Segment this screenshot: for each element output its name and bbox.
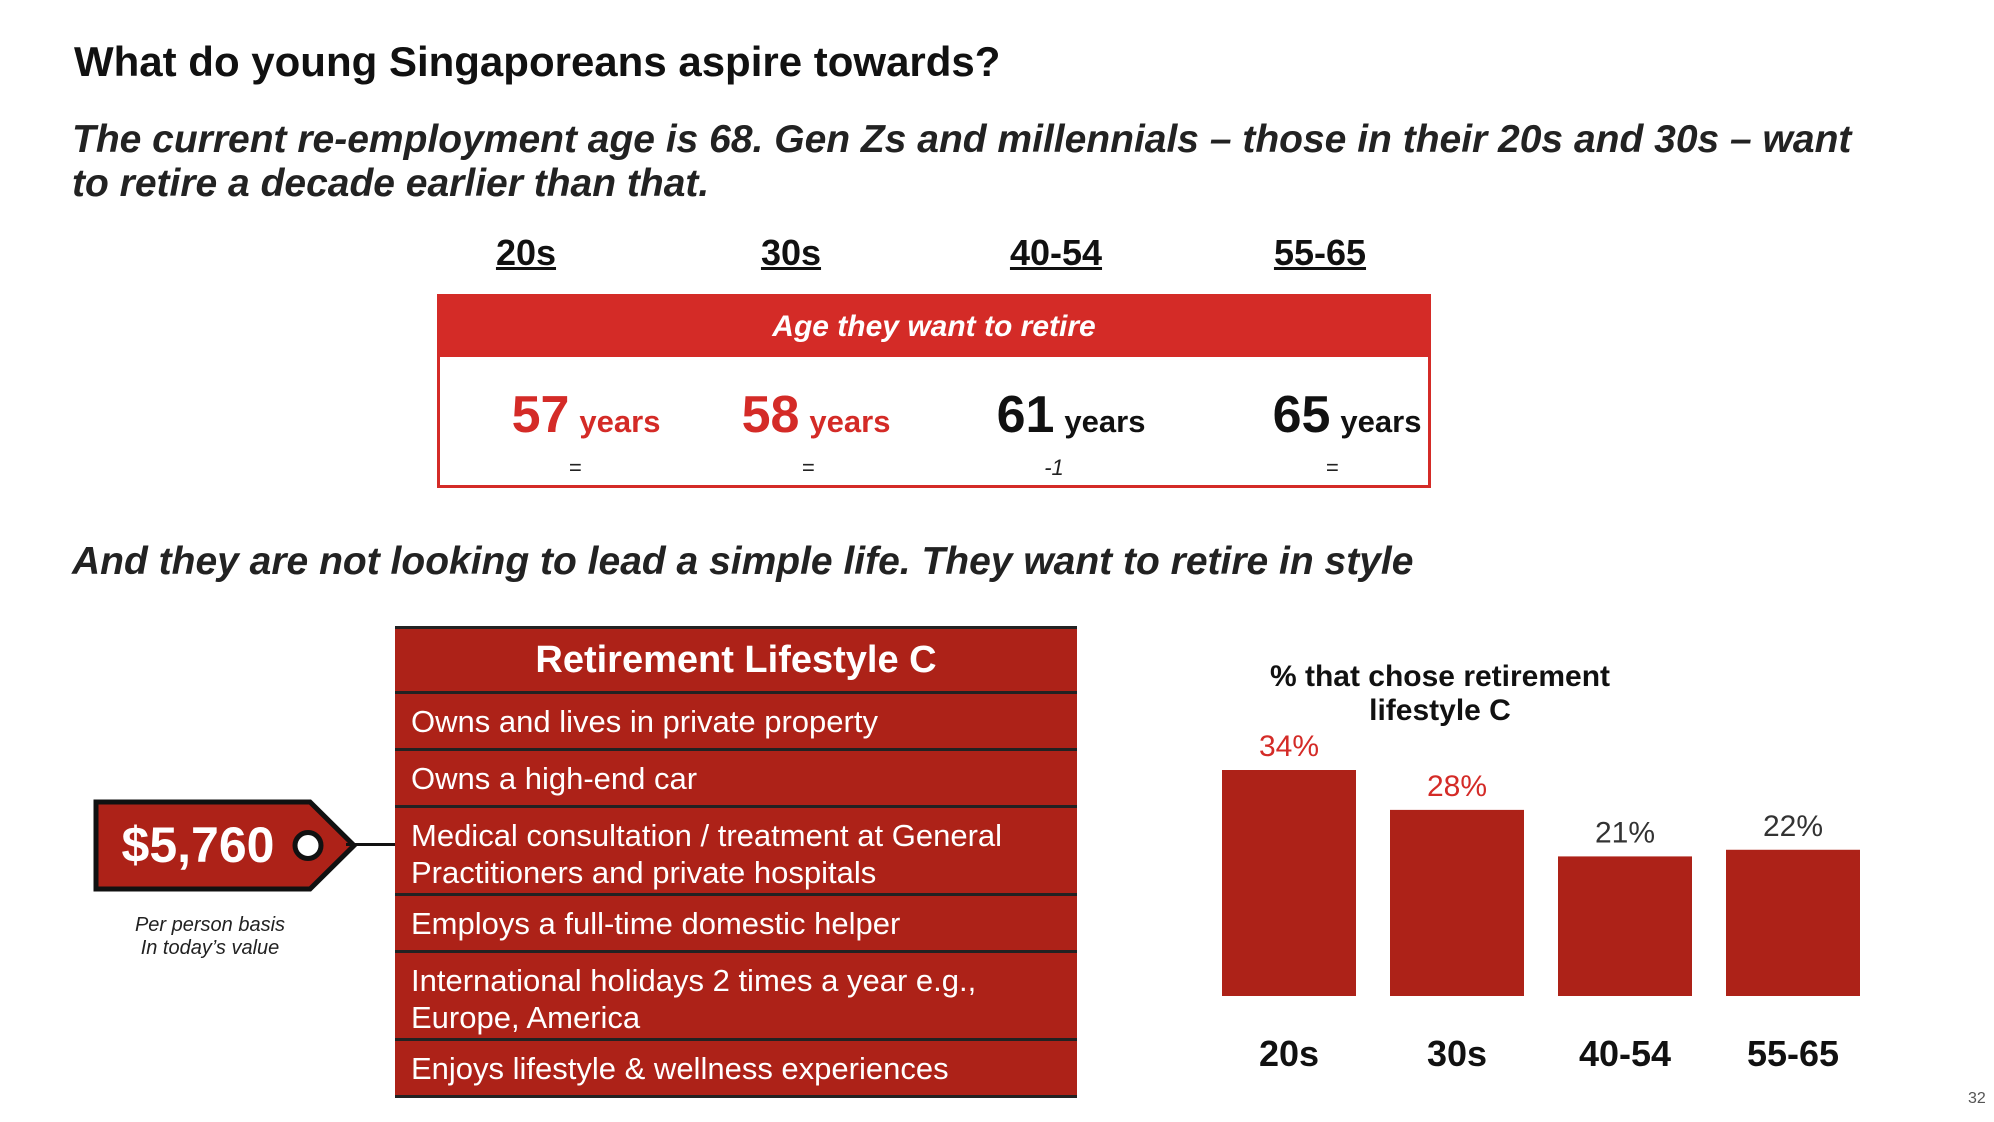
lifestyle-table: Retirement Lifestyle C Owns and lives in…: [395, 626, 1077, 1098]
age-unit: years: [1064, 404, 1146, 439]
bar-40-54: [1558, 856, 1692, 996]
lifestyle-title: Retirement Lifestyle C: [395, 626, 1077, 694]
x-tick-label: 30s: [1427, 1033, 1487, 1074]
bar-30s: [1390, 809, 1524, 996]
lifestyle-item: Owns and lives in private property: [395, 694, 1077, 751]
age-number: 65: [1272, 386, 1331, 444]
bar-value-label: 28%: [1427, 770, 1487, 803]
x-tick-label: 40-54: [1579, 1033, 1671, 1074]
age-group-heading: 30s: [760, 232, 822, 273]
age-group-heading: 20s: [495, 232, 557, 273]
age-group-heading: 55-65: [1273, 232, 1367, 273]
lifestyle-item: International holidays 2 times a year e.…: [395, 953, 1077, 1041]
age-group-heading: 40-54: [1009, 232, 1103, 273]
subtitle: The current re-employment age is 68. Gen…: [72, 118, 1852, 205]
price-tag-icon: $5,760: [93, 799, 358, 892]
price-caption-line: In today’s value: [140, 937, 280, 959]
age-change-indicator: =: [568, 455, 582, 480]
age-unit: years: [1340, 404, 1422, 439]
x-tick-label: 20s: [1259, 1033, 1319, 1074]
bar-20s: [1222, 770, 1356, 996]
retirement-age-value: 58 years: [706, 385, 926, 445]
age-unit: years: [809, 404, 891, 439]
retirement-age-header: Age they want to retire: [440, 297, 1428, 357]
price-value: $5,760: [122, 817, 275, 873]
bar-value-label: 22%: [1763, 810, 1823, 843]
price-caption-line: Per person basis: [134, 914, 286, 936]
lifestyle-item: Employs a full-time domestic helper: [395, 896, 1077, 953]
price-tag: $5,760: [92, 798, 362, 898]
price-caption: Per person basis In today’s value: [120, 914, 300, 960]
chart-title: % that chose retirement lifestyle C: [1269, 660, 1611, 727]
bar-chart: 34% 20s 28% 30s 21% 40-54 22% 55-65: [1222, 730, 1860, 1074]
bar-value-label: 34%: [1259, 730, 1319, 763]
lifestyle-item: Enjoys lifestyle & wellness experiences: [395, 1041, 1077, 1098]
retirement-age-value: 57 years: [476, 385, 696, 445]
page-title: What do young Singaporeans aspire toward…: [74, 38, 1001, 85]
age-number: 57: [511, 386, 570, 444]
lifestyle-item: Medical consultation / treatment at Gene…: [395, 808, 1077, 896]
page-number: 32: [1968, 1090, 1986, 1107]
age-change-indicator: =: [1325, 455, 1339, 480]
lifestyle-item: Owns a high-end car: [395, 751, 1077, 808]
age-unit: years: [579, 404, 661, 439]
retirement-age-value: 65 years: [1237, 385, 1457, 445]
section-subtitle: And they are not looking to lead a simpl…: [72, 540, 1414, 583]
bar-55-65: [1726, 849, 1860, 996]
age-number: 61: [996, 386, 1055, 444]
age-number: 58: [741, 386, 800, 444]
retirement-age-panel: Age they want to retire 57 years 58 years …: [437, 294, 1431, 488]
age-change-indicator: =: [801, 455, 815, 480]
x-tick-label: 55-65: [1747, 1033, 1839, 1074]
price-tag-connector: [346, 843, 396, 846]
age-change-indicator: -1: [1044, 455, 1064, 480]
bar-value-label: 21%: [1595, 816, 1655, 849]
retirement-age-value: 61 years: [961, 385, 1181, 445]
